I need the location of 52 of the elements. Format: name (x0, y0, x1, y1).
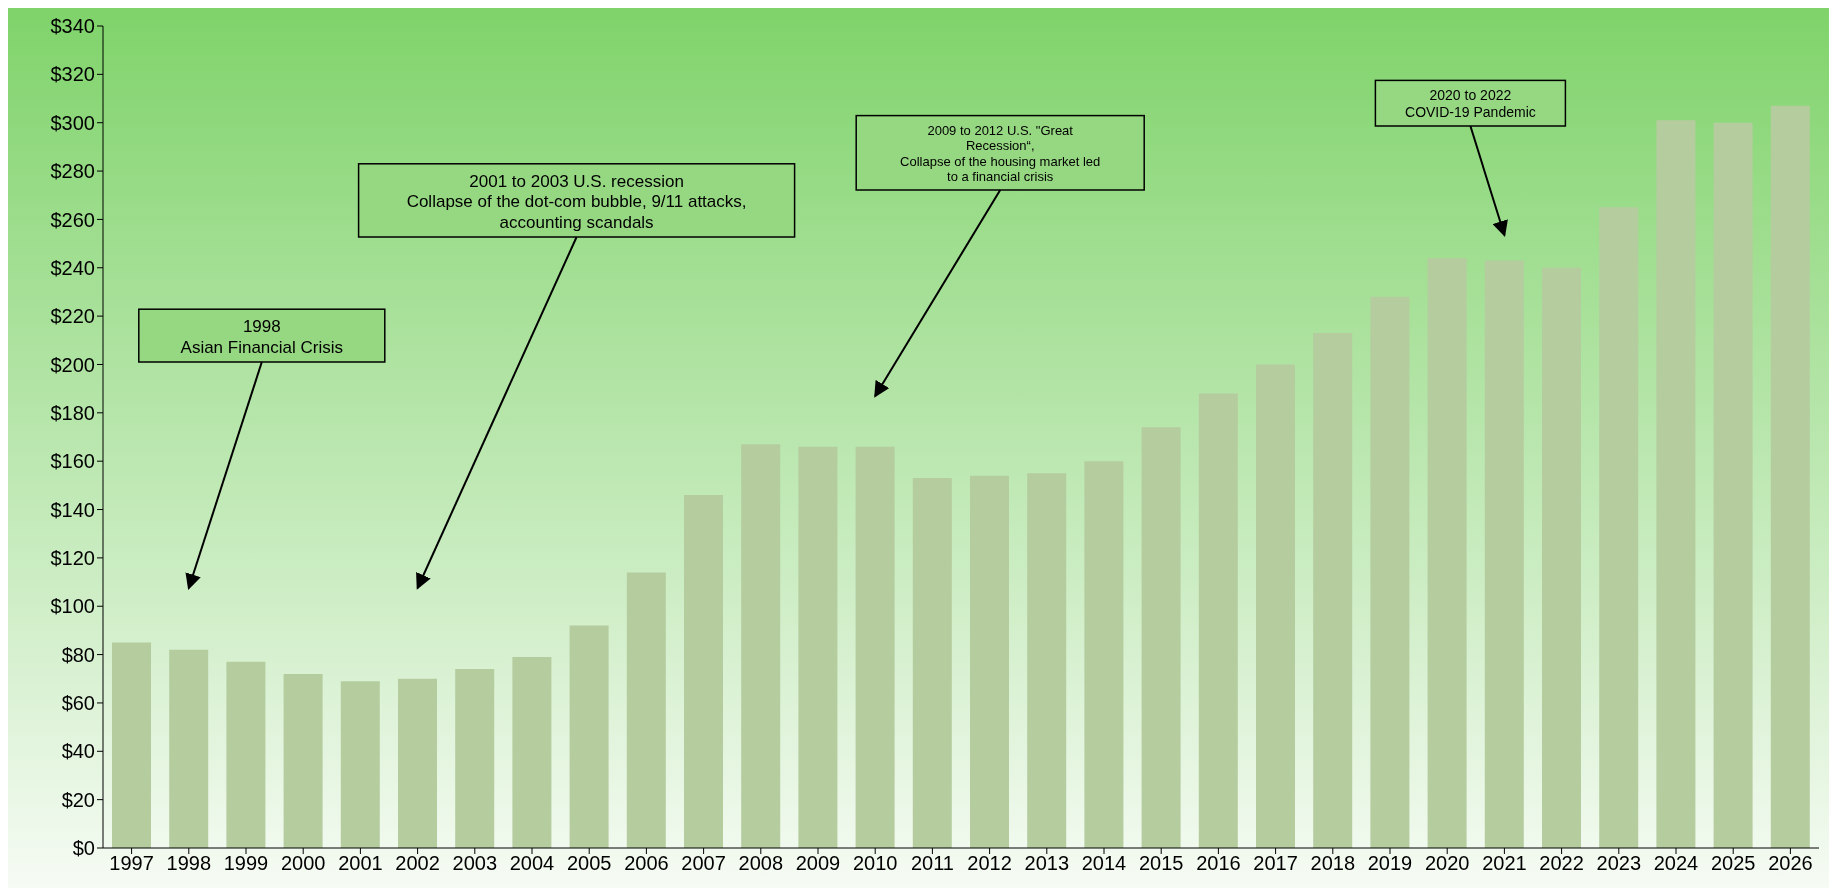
x-tick-label: 2014 (1081, 852, 1127, 875)
x-tick-label: 2019 (1367, 852, 1413, 875)
x-tick-label: 2026 (1768, 852, 1813, 875)
y-tick-label: $100 (50, 595, 95, 618)
x-tick-label: 2022 (1539, 852, 1584, 875)
x-tick-label: 2020 (1424, 852, 1470, 875)
y-tick-label: $180 (50, 401, 95, 424)
y-tick-label: $260 (50, 208, 95, 231)
y-tick-label: $220 (50, 305, 95, 328)
y-tick-label: $280 (50, 160, 95, 183)
annotation: 2001 to 2003 U.S. recession Collapse of the dot-com bubble, 9/11 attacks, accounting scandals (406, 171, 747, 232)
y-tick-label: $0 (72, 837, 95, 860)
annotation: 2009 to 2012 U.S. "Great Recession“, Collapse of the housing market led to a financial crisis (900, 122, 1101, 185)
x-tick-label: 2021 (1482, 852, 1527, 875)
y-tick-label: $240 (50, 256, 95, 279)
x-tick-label: 2008 (738, 852, 784, 875)
y-tick-label: $320 (50, 63, 95, 86)
y-tick-label: $20 (61, 788, 95, 811)
x-tick-label: 2006 (624, 852, 669, 875)
x-tick-label: 2004 (509, 852, 555, 875)
x-tick-label: 2011 (910, 852, 954, 875)
annotation: 1998 Asian Financial Crisis (180, 317, 344, 357)
y-tick-label: $80 (61, 643, 95, 666)
x-tick-label: 2024 (1653, 852, 1699, 875)
y-tick-label: $340 (50, 15, 95, 38)
x-tick-label: 2009 (795, 852, 841, 875)
y-tick-label: $120 (50, 546, 95, 569)
x-tick-label: 1998 (166, 852, 212, 875)
y-tick-label: $140 (50, 498, 95, 521)
x-tick-label: 2010 (852, 852, 898, 875)
x-tick-label: 2005 (566, 852, 612, 875)
y-tick-label: $300 (50, 111, 95, 134)
y-tick-label: $200 (50, 353, 95, 376)
x-tick-label: 1997 (109, 852, 154, 875)
x-tick-label: 2017 (1253, 852, 1298, 875)
x-tick-label: 2013 (1024, 852, 1070, 875)
y-tick-label: $40 (61, 740, 95, 763)
x-tick-label: 2023 (1596, 852, 1642, 875)
x-tick-label: 1999 (223, 852, 269, 875)
x-tick-label: 2025 (1710, 852, 1756, 875)
x-tick-label: 2018 (1310, 852, 1356, 875)
x-tick-label: 2003 (452, 852, 498, 875)
x-tick-label: 2002 (395, 852, 440, 875)
annotation: 2020 to 2022 COVID-19 Pandemic (1405, 87, 1536, 121)
x-tick-label: 2016 (1196, 852, 1241, 875)
x-tick-label: 2007 (681, 852, 726, 875)
x-tick-label: 2015 (1138, 852, 1184, 875)
x-tick-label: 2001 (338, 852, 383, 875)
y-tick-label: $60 (61, 692, 95, 715)
y-tick-label: $160 (50, 450, 95, 473)
x-tick-label: 2012 (967, 852, 1012, 875)
x-tick-label: 2000 (280, 852, 326, 875)
